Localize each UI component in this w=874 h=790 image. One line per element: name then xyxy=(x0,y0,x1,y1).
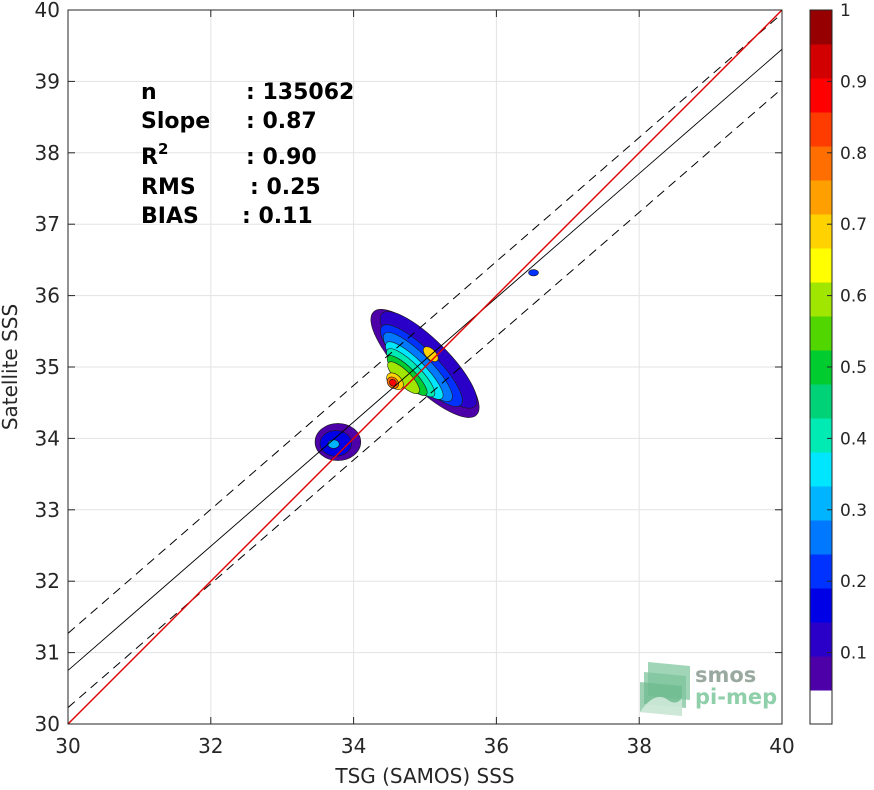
stat-label: Slope xyxy=(141,109,210,134)
y-tick-label: 39 xyxy=(35,69,60,93)
x-tick-label: 40 xyxy=(769,734,794,758)
x-tick-label: 36 xyxy=(484,734,509,758)
colorbar-segment xyxy=(810,350,832,385)
y-tick-label: 38 xyxy=(35,141,60,165)
x-tick-label: 32 xyxy=(198,734,223,758)
colorbar-tick-label: 0.9 xyxy=(840,72,867,92)
identity-line xyxy=(68,10,782,724)
colorbar-segment xyxy=(810,418,832,453)
colorbar-tick-label: 0.7 xyxy=(840,215,867,235)
colorbar-segment xyxy=(810,282,832,317)
colorbar-segment xyxy=(810,316,832,351)
density-contours xyxy=(314,269,539,461)
colorbar-segment xyxy=(810,452,832,487)
x-axis-ticks: 30 32 34 36 38 40 xyxy=(55,10,795,758)
contour-level xyxy=(327,439,340,449)
colorbar-tick-label: 0.5 xyxy=(840,358,867,378)
y-tick-label: 33 xyxy=(35,498,60,522)
grid xyxy=(68,10,782,724)
colorbar-segment xyxy=(810,520,832,555)
regression-lines xyxy=(68,10,782,724)
fit-line xyxy=(68,48,782,671)
y-axis-label: Satellite SSS xyxy=(0,304,22,430)
stat-label-superscript: 2 xyxy=(158,140,168,158)
stat-value: : 0.25 xyxy=(250,175,321,200)
stat-label: BIAS xyxy=(141,204,199,229)
colorbar-segment xyxy=(810,384,832,419)
y-tick-label: 40 xyxy=(35,0,60,22)
colorbar-segment xyxy=(810,486,832,521)
logo-mark-icon xyxy=(640,662,690,716)
x-tick-label: 34 xyxy=(341,734,366,758)
stat-value: : 0.87 xyxy=(246,109,317,134)
colorbar-tick-label: 0.8 xyxy=(840,144,867,164)
y-tick-label: 36 xyxy=(35,284,60,308)
colorbar-segment xyxy=(810,588,832,623)
smos-pi-mep-logo: smos pi-mep xyxy=(640,662,777,716)
stat-value: : 0.11 xyxy=(242,204,313,229)
colorbar-segment xyxy=(810,214,832,249)
colorbar-segment xyxy=(810,10,832,45)
colorbar-tick-label: 0.3 xyxy=(840,501,867,521)
x-axis-label: TSG (SAMOS) SSS xyxy=(334,764,514,788)
colorbar-tick-label: 0.2 xyxy=(840,572,867,592)
colorbar-tick-label: 1 xyxy=(840,1,851,21)
y-tick-label: 34 xyxy=(35,426,60,450)
colorbar: 0.1 0.2 0.3 0.4 0.5 0.6 0.7 0.8 0.9 1 xyxy=(809,1,867,725)
x-tick-label: 30 xyxy=(55,734,80,758)
colorbar-segment xyxy=(810,248,832,283)
stat-label: RMS xyxy=(141,175,196,200)
colorbar-segment xyxy=(810,656,832,691)
y-tick-label: 35 xyxy=(35,355,60,379)
colorbar-segment xyxy=(810,112,832,147)
colorbar-segment xyxy=(810,180,832,215)
colorbar-tick-label: 0.6 xyxy=(840,287,867,307)
y-axis-ticks: 30 31 32 33 34 35 36 37 38 39 40 xyxy=(35,0,782,736)
stat-label: R2 xyxy=(141,140,168,170)
colorbar-segment xyxy=(810,78,832,113)
logo-text-smos: smos xyxy=(695,663,756,687)
colorbar-segment xyxy=(810,146,832,181)
fit-upper-dashed-line xyxy=(68,13,782,634)
y-tick-label: 31 xyxy=(35,641,60,665)
colorbar-segment xyxy=(810,44,832,79)
colorbar-segment xyxy=(810,690,832,725)
stat-value: : 135062 xyxy=(246,80,354,105)
stats-box: n : 135062 Slope : 0.87 R2 : 0.90 RMS : 0.25 BIA… xyxy=(141,80,354,229)
colorbar-segment xyxy=(810,622,832,657)
y-tick-label: 32 xyxy=(35,569,60,593)
colorbar-segment xyxy=(810,554,832,589)
stat-value: : 0.90 xyxy=(246,145,317,170)
colorbar-tick-label: 0.4 xyxy=(840,429,867,449)
y-tick-label: 37 xyxy=(35,212,60,236)
stat-label: n xyxy=(141,80,157,105)
x-tick-label: 38 xyxy=(626,734,651,758)
logo-text-pi-mep: pi-mep xyxy=(695,685,777,709)
y-tick-label: 30 xyxy=(35,712,60,736)
contour-level xyxy=(528,269,539,277)
colorbar-tick-label: 0.1 xyxy=(840,644,867,664)
